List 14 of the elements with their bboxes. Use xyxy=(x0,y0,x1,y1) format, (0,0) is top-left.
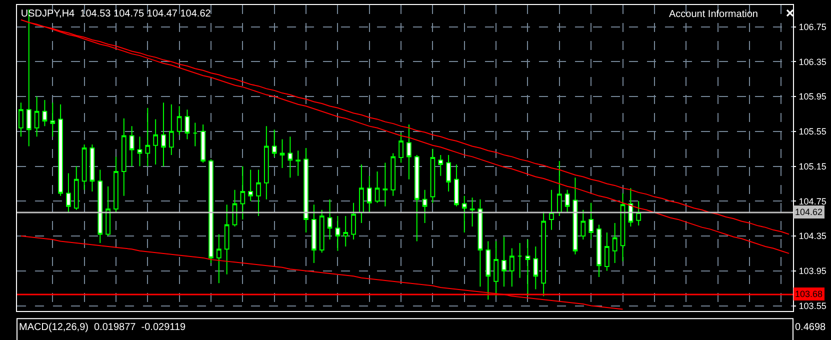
ref-line-label: 104.62 xyxy=(795,207,823,217)
y-tick-label: 105.95 xyxy=(798,92,826,102)
text: MACD(12,26,9) 0.019877 -0.029119 xyxy=(19,322,186,333)
annotation: Account Information xyxy=(669,9,758,20)
y-tick-label: 103.55 xyxy=(798,300,826,311)
y-tick-label: 106.75 xyxy=(798,22,826,32)
y-tick-label: 103.95 xyxy=(798,266,826,276)
y-tick-label: 104.75 xyxy=(798,196,826,206)
y-tick-label: 104.35 xyxy=(798,231,826,242)
y-tick-label: 106.35 xyxy=(798,56,826,67)
y-tick-label: 105.15 xyxy=(798,161,826,172)
y-tick-label: 105.55 xyxy=(798,126,826,137)
text: 0.4698 xyxy=(795,322,826,333)
ref-line-label: 103.68 xyxy=(795,289,823,299)
